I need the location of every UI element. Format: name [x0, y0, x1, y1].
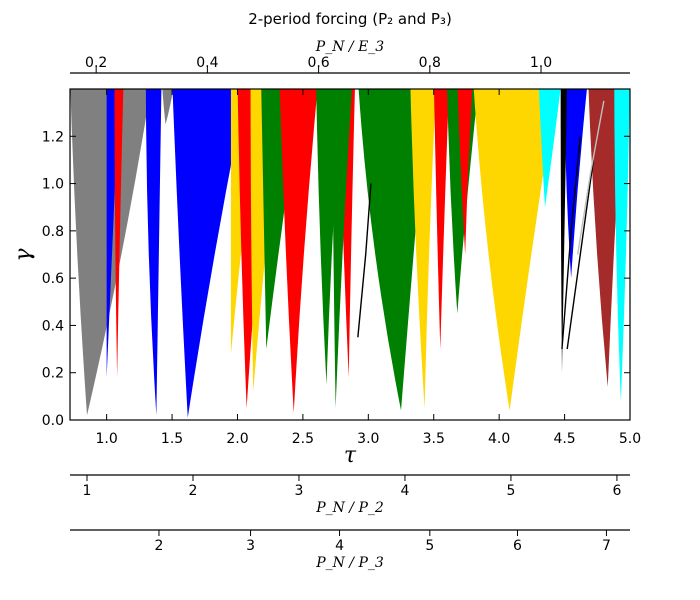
- boundary-curve-0: [561, 136, 581, 350]
- x-tick-label: 3.5: [423, 431, 445, 447]
- p3-axis-tick-label: 7: [602, 538, 611, 554]
- top-axis-ticks: 0.2 0.4 0.6 0.8 1.0: [85, 55, 552, 73]
- p3-axis-tick-label: 5: [425, 538, 434, 554]
- p3-axis-tick-label: 4: [335, 538, 344, 554]
- p2-axis-tick-label: 6: [612, 483, 621, 499]
- top-axis-tick-label: 1.0: [530, 55, 552, 71]
- tongue-region-3: [172, 89, 246, 418]
- x-tick-label: 1.0: [96, 431, 118, 447]
- x-tick-label: 5.0: [619, 431, 641, 447]
- tongue-region-20: [538, 89, 561, 208]
- p3-axis-tick-label: 6: [513, 538, 522, 554]
- p3-axis-tick-label: 3: [246, 538, 255, 554]
- p2-axis-label: P_N / P_2: [315, 500, 384, 516]
- boundary-curve-2: [357, 183, 372, 338]
- p2-axis-tick-label: 5: [506, 483, 515, 499]
- x-tick-label: 2.0: [226, 431, 248, 447]
- y-axis-label: γ: [11, 248, 36, 262]
- p2-axis-ticks: 1 2 3 4 5 6: [83, 475, 621, 499]
- x-tick-label: 3.0: [357, 431, 379, 447]
- x-tick-label: 4.5: [553, 431, 575, 447]
- top-axis-tick-label: 0.2: [85, 55, 107, 71]
- tongue-region-24: [614, 89, 630, 402]
- plot-frame: [69, 88, 631, 421]
- y-tick-label: 1.2: [42, 129, 64, 145]
- tongue-region-23: [588, 89, 623, 387]
- x-tick-label: 2.5: [292, 431, 314, 447]
- boundary-curve-3: [576, 100, 605, 255]
- p2-axis-tick-label: 2: [189, 483, 198, 499]
- x-axis-label: τ: [344, 443, 357, 468]
- tongue-region-4: [106, 89, 120, 378]
- y-tick-label: 0.4: [42, 318, 64, 334]
- top-axis-tick-label: 0.6: [307, 55, 329, 71]
- top-axis-label: P_N / E_3: [315, 39, 385, 55]
- p3-axis-tick-label: 2: [155, 538, 164, 554]
- y-tick-label: 0.8: [42, 224, 64, 240]
- tongue-region-2: [145, 89, 162, 416]
- tongue-region-16: [433, 89, 449, 350]
- x-tick-label: 1.5: [161, 431, 183, 447]
- tongue-region-18: [457, 89, 473, 255]
- y-tick-label: 0.6: [42, 271, 64, 287]
- p2-axis-tick-label: 4: [400, 483, 409, 499]
- y-tick-label: 0.0: [42, 413, 64, 429]
- chart-title: 2-period forcing (P₂ and P₃): [248, 10, 452, 28]
- x-axis-ticks: 1.0 1.5 2.0 2.5 3.0 3.5 4.0 4.5 5.0: [96, 89, 641, 447]
- p2-axis-tick-label: 1: [83, 483, 92, 499]
- y-tick-label: 1.0: [42, 177, 64, 193]
- x-tick-label: 4.0: [488, 431, 510, 447]
- tongue-region-13: [331, 89, 352, 409]
- tongue-region-15: [410, 89, 436, 409]
- p3-axis-ticks: 2 3 4 5 6 7: [155, 530, 611, 554]
- tongue-region-6: [230, 89, 260, 354]
- tongue-region-19: [473, 89, 557, 411]
- y-axis-ticks: 0.0 0.2 0.4 0.6 0.8 1.0 1.2: [42, 129, 630, 429]
- top-axis-tick-label: 0.8: [419, 55, 441, 71]
- top-axis-tick-label: 0.4: [196, 55, 218, 71]
- boundary-curves: [357, 100, 605, 350]
- tongue-regions: [70, 89, 630, 418]
- tongue-region-10: [279, 89, 318, 413]
- boundary-curve-1: [566, 159, 595, 350]
- tongue-region-22: [560, 89, 567, 373]
- tongue-region-5: [114, 89, 124, 378]
- tongue-region-14: [358, 89, 428, 411]
- tongue-region-1: [162, 89, 174, 125]
- p2-axis-tick-label: 3: [295, 483, 304, 499]
- y-tick-label: 0.2: [42, 366, 64, 382]
- p3-axis-label: P_N / P_3: [315, 555, 384, 571]
